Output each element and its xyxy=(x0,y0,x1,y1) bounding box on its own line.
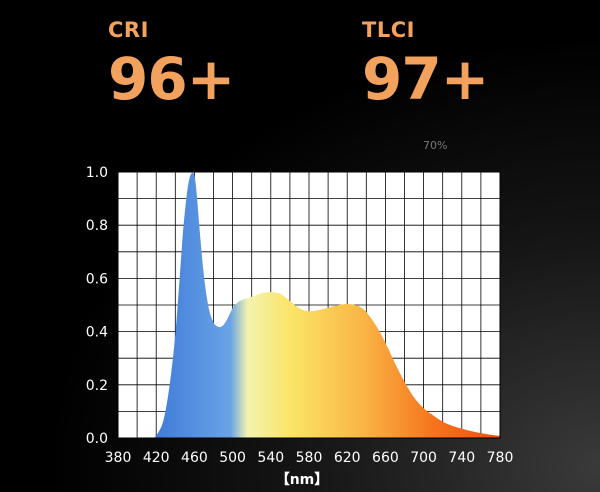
x-tick-label: 500 xyxy=(219,450,246,466)
x-tick-label: 620 xyxy=(334,450,361,466)
tlci-label: TLCI xyxy=(362,18,415,42)
y-tick-label: 0.2 xyxy=(86,378,108,394)
y-tick-label: 0.4 xyxy=(86,325,108,341)
percent-label: 70% xyxy=(423,139,448,152)
tlci-value: 97+ xyxy=(362,45,489,113)
y-axis-ticks: 0.0 0.2 0.4 0.6 0.8 1.0 xyxy=(86,165,108,447)
cri-label: CRI xyxy=(108,18,149,42)
plot-border xyxy=(117,171,501,439)
x-axis-ticks: 380 420 460 500 540 580 620 660 700 740 780 xyxy=(105,450,514,466)
x-tick-label: 740 xyxy=(448,450,475,466)
y-tick-label: 1.0 xyxy=(86,165,108,181)
x-tick-label: 580 xyxy=(296,450,323,466)
x-tick-label: 380 xyxy=(105,450,132,466)
x-tick-label: 660 xyxy=(372,450,399,466)
tlci-metric: TLCI 97+ xyxy=(362,18,489,113)
y-tick-label: 0.8 xyxy=(86,218,108,234)
x-tick-label: 700 xyxy=(410,450,437,466)
x-tick-label: 780 xyxy=(487,450,514,466)
x-axis-label: 【nm】 xyxy=(276,472,329,488)
cri-value: 96+ xyxy=(108,45,235,113)
x-tick-label: 420 xyxy=(143,450,170,466)
x-tick-label: 540 xyxy=(257,450,284,466)
y-tick-label: 0.6 xyxy=(86,271,108,287)
y-tick-label: 0.0 xyxy=(86,431,108,447)
spectrum-area xyxy=(154,172,500,438)
cri-metric: CRI 96+ xyxy=(108,18,235,113)
x-tick-label: 460 xyxy=(181,450,208,466)
